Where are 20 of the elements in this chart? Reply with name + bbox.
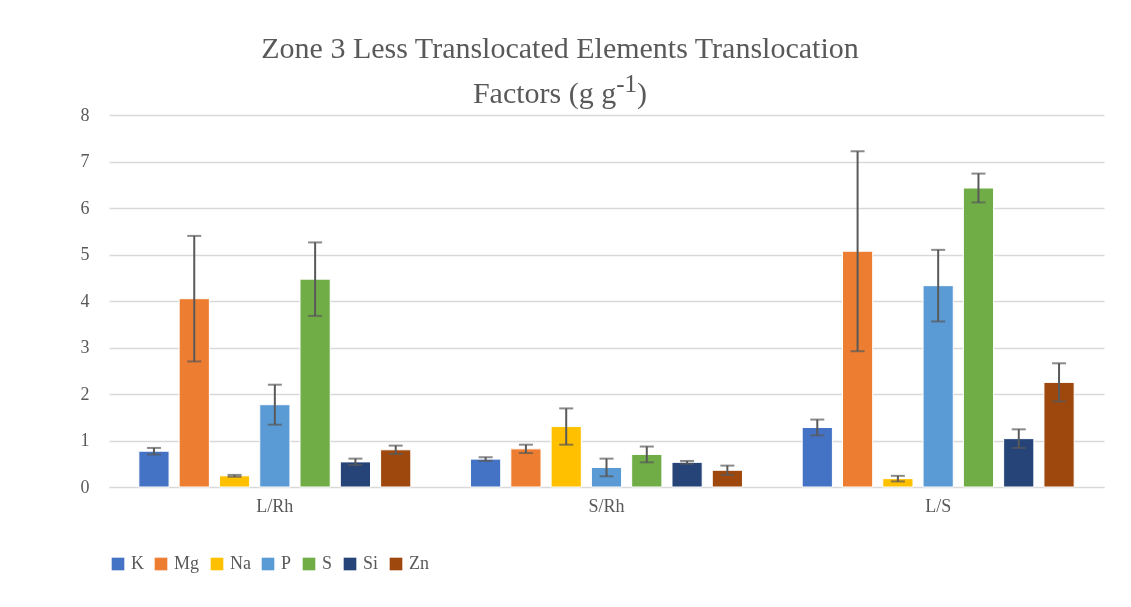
y-tick-label: 2 <box>80 383 90 404</box>
y-tick-label: 8 <box>80 104 90 125</box>
legend-label: P <box>281 553 292 573</box>
y-tick-label: 1 <box>80 430 90 450</box>
legend-label: Zn <box>409 553 429 573</box>
y-tick-label: 7 <box>80 151 90 171</box>
y-tick-label: 6 <box>80 197 90 218</box>
legend-label: Mg <box>174 553 200 573</box>
y-tick-label: 5 <box>80 244 90 264</box>
x-tick-label: L/S <box>925 495 952 516</box>
legend-label: S <box>322 553 333 573</box>
x-tick-label: L/Rh <box>256 495 294 516</box>
legend-label: Na <box>230 553 251 573</box>
chart-title: Zone 3 Less Translocated Elements Translocation Factors (g g$^{-1}$) <box>260 30 860 111</box>
legend-label: Si <box>363 553 379 573</box>
legend-label: K <box>131 553 144 573</box>
y-tick-label: 0 <box>80 476 90 497</box>
y-tick-label: 3 <box>80 337 90 357</box>
y-tick-label: 4 <box>80 290 90 311</box>
x-tick-label: S/Rh <box>588 495 625 516</box>
